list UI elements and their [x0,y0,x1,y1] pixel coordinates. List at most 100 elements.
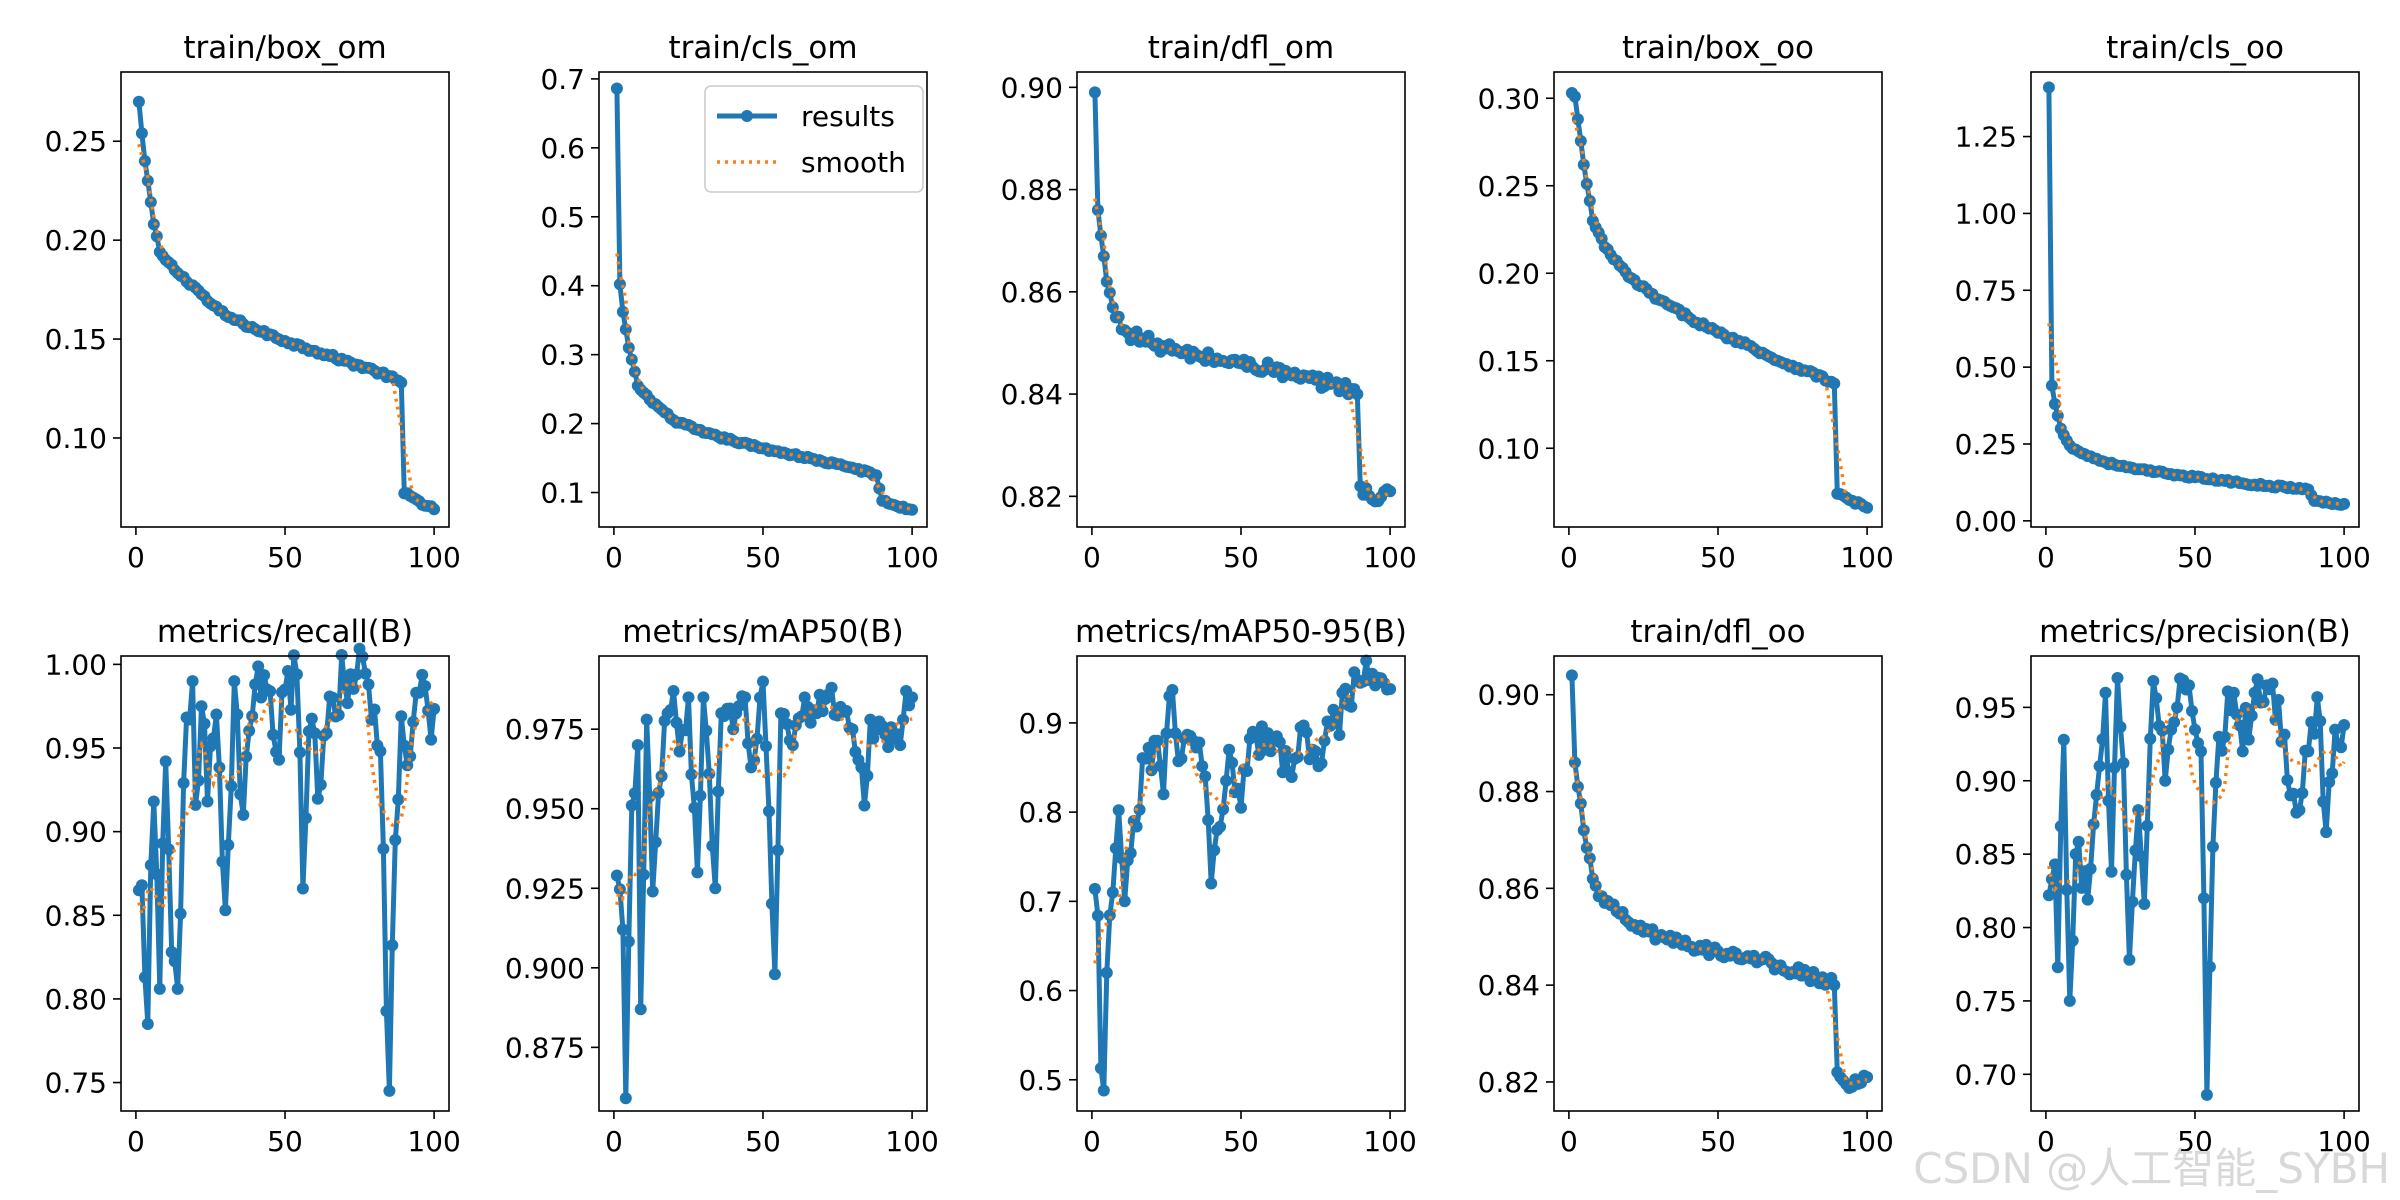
results-point [2060,883,2073,896]
results-line [2046,87,2345,508]
subplot-metrics-recall-b-: metrics/recall(B) 0 50 100 0.75 0.80 0.85 0.90 0… [45,614,461,1158]
results-point [2042,81,2055,94]
results-point [1318,734,1331,747]
y-tick-label: 0.2 [540,408,585,441]
results-point [285,703,297,716]
results-point [694,789,707,802]
results-point [1097,1084,1110,1097]
results-point [2075,881,2088,894]
results-point [150,868,163,881]
results-point [646,885,659,898]
x-tick-label: 100 [1840,1125,1893,1158]
subplot-title: train/cls_oo [2106,30,2284,66]
results-point [362,678,375,691]
results-point [1249,729,1262,742]
legend-smooth-label: smooth [801,146,906,179]
x-tick-label: 0 [2037,1125,2055,1158]
y-tick-label: 0.75 [1955,274,2017,307]
results-point [386,939,399,952]
results-point [2168,716,2181,729]
results-point [183,713,196,726]
results-point [159,755,172,768]
results-point [1103,909,1116,922]
results-point [628,787,641,800]
results-line [136,101,436,511]
x-tick-label: 0 [1083,541,1101,574]
results-point [1589,879,1602,892]
results-point [2093,760,2106,773]
results-point [243,724,256,737]
results-point [640,713,653,726]
x-tick-label: 50 [267,1125,303,1158]
plot-frame [598,71,928,528]
csdn-watermark: CSDN @人工智能_SYBH [1913,1144,2390,1193]
results-point [1577,158,1590,171]
results-point [765,897,778,910]
results-point [359,667,372,680]
plot-frame [1553,71,1883,528]
y-tick-label: 0.6 [1018,975,1063,1008]
y-tick-label: 0.975 [505,713,585,746]
results-point [225,780,238,793]
results-point [201,795,214,808]
results-point [739,691,752,704]
results-point [2099,686,2112,699]
y-tick-label: 0.25 [1955,428,2017,461]
results-point [804,716,817,729]
results-point [1574,797,1587,810]
results-point [2209,776,2222,789]
results-point [177,777,190,790]
results-point [1384,683,1397,695]
results-point [622,341,635,354]
results-point [1264,745,1277,758]
results-point [350,668,363,681]
results-point [2045,379,2058,392]
results-point [2111,672,2124,684]
results-point [249,678,262,691]
results-point [706,839,719,852]
legend: results smooth [704,85,924,193]
results-point [1139,752,1152,765]
y-tick-label: 0.90 [1955,765,2017,798]
y-tick-label: 1.00 [45,648,107,681]
plot-frame [1553,655,1883,1112]
results-point [1861,501,1874,514]
results-point [700,724,713,737]
results-point [2162,743,2175,756]
results-point [2066,934,2079,947]
results-point [858,799,871,812]
results-point [2159,774,2172,787]
results-point [153,982,166,995]
x-tick-label: 50 [267,541,303,574]
results-point [2329,723,2342,736]
plot-frame [2030,655,2360,1112]
y-tick-label: 0.15 [1478,345,1540,378]
results-point [679,724,692,737]
results-point [407,715,420,728]
results-point [619,1092,632,1105]
results-point [195,700,208,713]
y-tick-label: 0.5 [540,201,585,234]
y-tick-label: 0.95 [45,732,107,765]
results-point [777,708,790,720]
results-point [1205,877,1218,890]
results-point [231,708,244,721]
results-point [1226,756,1239,769]
results-point [616,305,629,318]
y-tick-label: 0.5 [1018,1064,1063,1097]
x-tick-label: 100 [1840,541,1893,574]
results-point [2183,679,2195,692]
results-point [1571,113,1584,126]
results-point [425,733,438,746]
y-tick-label: 0.3 [540,339,585,372]
results-point [1196,760,1209,773]
results-point [1580,841,1593,854]
results-point [2096,733,2109,746]
results-point [1166,684,1179,696]
results-point [771,844,784,857]
results-point [1088,882,1101,895]
legend-results-marker [741,110,753,122]
results-point [2102,794,2115,807]
y-tick-label: 0.84 [1478,969,1540,1002]
